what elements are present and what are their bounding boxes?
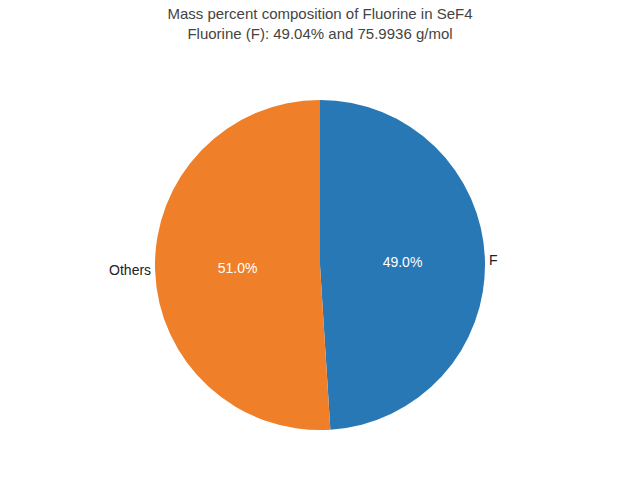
svg-text:F: F [489, 252, 498, 268]
svg-text:Others: Others [109, 262, 151, 278]
svg-text:49.0%: 49.0% [383, 254, 423, 270]
svg-text:Mass percent composition of Fl: Mass percent composition of Fluorine in … [167, 5, 472, 42]
svg-text:51.0%: 51.0% [218, 260, 258, 276]
